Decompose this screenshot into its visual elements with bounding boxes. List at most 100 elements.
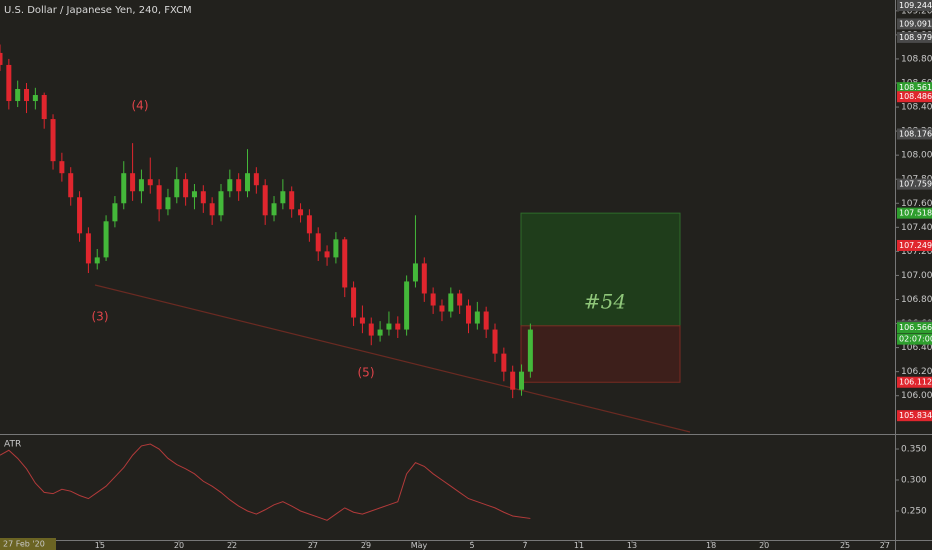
- candle-body: [15, 89, 21, 102]
- candle-body: [85, 233, 91, 264]
- candle-body: [510, 371, 516, 390]
- countdown-bg: [897, 333, 932, 345]
- indicator-line: [0, 443, 531, 521]
- candle-body: [271, 203, 277, 216]
- wave-label: (4): [132, 99, 149, 113]
- price-label: 107.518: [899, 209, 932, 218]
- price-label: 109.091: [899, 19, 932, 28]
- candle-body: [77, 197, 83, 234]
- y-tick-label: 107.000: [901, 271, 932, 281]
- candle-body: [527, 329, 533, 372]
- candle-body: [103, 221, 109, 258]
- y-tick-label: 0.250: [901, 506, 927, 516]
- candle-body: [483, 311, 489, 330]
- x-tick-label: 13: [627, 541, 637, 550]
- wave-label: (5): [358, 366, 375, 380]
- x-tick-label: May: [411, 541, 428, 550]
- price-label: 108.561: [899, 83, 932, 92]
- price-label-bg: [897, 207, 932, 219]
- candle-body: [386, 323, 392, 330]
- candle-body: [183, 179, 189, 198]
- price-label-bg: [897, 0, 932, 12]
- candle-body: [298, 209, 304, 216]
- candle-body: [209, 203, 215, 216]
- price-label: 107.759: [899, 180, 932, 189]
- candle-body: [377, 329, 383, 336]
- candle-body: [0, 52, 3, 65]
- y-tick-label: 108.400: [901, 103, 932, 113]
- candle-body: [404, 281, 410, 330]
- candle-body: [218, 191, 224, 216]
- candle-body: [474, 311, 480, 324]
- candle-body: [236, 179, 242, 192]
- x-tick-label: 11: [574, 541, 584, 550]
- candle-body: [68, 173, 74, 198]
- price-label-bg: [897, 128, 932, 140]
- price-label-bg: [897, 322, 932, 334]
- candle-body: [289, 191, 295, 210]
- y-tick-label: 106.400: [901, 343, 932, 353]
- candle-body: [41, 95, 47, 120]
- x-tick-label: 25: [840, 541, 850, 550]
- candle-body: [50, 119, 56, 162]
- y-tick-label: 107.400: [901, 223, 932, 233]
- candle-body: [395, 323, 401, 330]
- candle-body: [351, 287, 357, 318]
- price-label-bg: [897, 239, 932, 251]
- candle-body: [465, 305, 471, 324]
- corner-label-bg: [0, 538, 56, 550]
- countdown: 02:07:00: [899, 335, 932, 344]
- x-tick-label: 5: [469, 541, 474, 550]
- indicator-title: ATR: [4, 440, 21, 450]
- trend-line: [94, 284, 691, 433]
- candle-body: [147, 179, 153, 186]
- candle-body: [501, 353, 507, 372]
- price-label-bg: [897, 82, 932, 94]
- price-label-bg: [897, 31, 932, 43]
- candle-body: [324, 251, 330, 258]
- price-label-bg: [897, 91, 932, 103]
- candle-body: [280, 191, 286, 204]
- x-tick-label: 20: [759, 541, 769, 550]
- candle-body: [156, 185, 162, 210]
- y-tick-label: 106.800: [901, 295, 932, 305]
- price-label: 108.176: [899, 129, 932, 138]
- candle-body: [492, 329, 498, 354]
- candle-body: [315, 233, 321, 252]
- price-label: 108.486: [899, 92, 932, 101]
- wave-label: (3): [92, 310, 109, 324]
- x-tick-label: 29: [361, 541, 371, 550]
- candle-body: [457, 293, 463, 306]
- candle-body: [421, 263, 427, 294]
- price-label: 106.112: [899, 378, 932, 387]
- price-label-bg: [897, 410, 932, 422]
- candle-body: [253, 173, 259, 186]
- candle-body: [6, 64, 12, 102]
- candle-body: [342, 239, 348, 288]
- price-label: 107.249: [899, 241, 932, 250]
- candle-body: [138, 179, 144, 192]
- y-tick-label: 106.000: [901, 391, 932, 401]
- candle-body: [439, 305, 445, 312]
- candle-body: [24, 89, 30, 102]
- candle-body: [368, 323, 374, 336]
- candle-body: [412, 263, 418, 282]
- chart-title: U.S. Dollar / Japanese Yen, 240, FXCM: [4, 5, 192, 16]
- profit-zone: [520, 212, 681, 327]
- price-label-bg: [897, 178, 932, 190]
- candle-body: [359, 317, 365, 324]
- y-tick-label: 108.000: [901, 151, 932, 161]
- price-label: 106.566: [899, 323, 932, 332]
- x-tick-label: 7: [523, 541, 528, 550]
- price-label-bg: [897, 376, 932, 388]
- candle-body: [174, 179, 180, 198]
- candle-body: [200, 191, 206, 204]
- price-label: 109.244: [899, 1, 932, 10]
- candle-body: [112, 203, 118, 222]
- candle-body: [227, 179, 233, 192]
- price-label: 108.979: [899, 33, 932, 42]
- price-label: 105.834: [899, 411, 932, 420]
- x-tick-label: 27: [308, 541, 318, 550]
